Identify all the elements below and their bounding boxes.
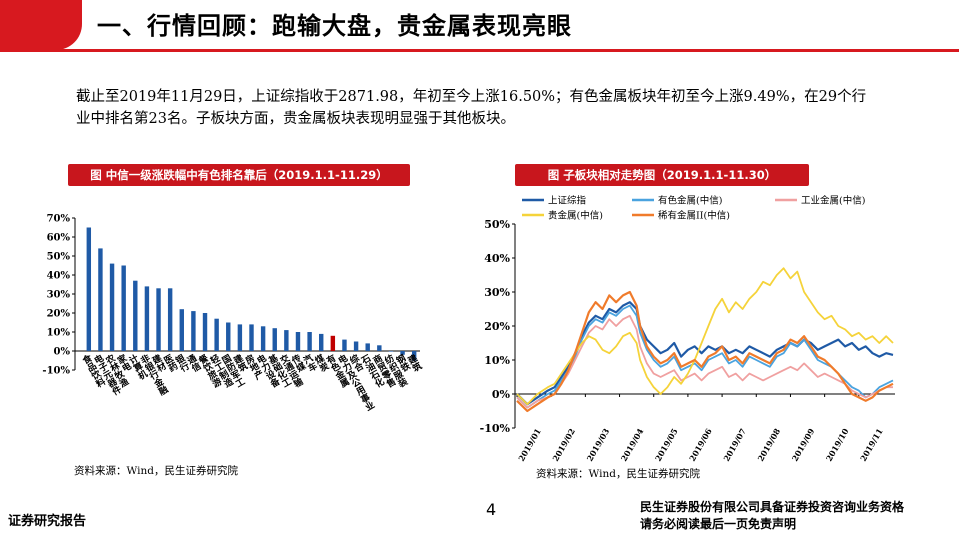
line-x-tick-label: 2019/05 [653, 427, 680, 463]
header-accent-bar [0, 0, 82, 50]
line-x-tick-label: 2019/08 [755, 426, 782, 463]
bar-y-tick-label: 40% [47, 271, 71, 282]
line-x-tick-label: 2019/10 [824, 426, 851, 463]
line-y-tick-label: -10% [480, 422, 511, 435]
bar-餐饮旅游 [202, 313, 208, 351]
bar-汽车 [307, 332, 312, 351]
line-x-tick-label: 2019/11 [858, 427, 885, 463]
bar-交通运输 [284, 330, 289, 351]
series-line-贵金属(中信) [516, 267, 894, 406]
bar-电力及公用事业 [342, 339, 347, 351]
bar-国防军工 [226, 322, 231, 351]
line-y-tick-label: 20% [484, 320, 510, 333]
bar-y-tick-label: 50% [47, 252, 71, 263]
bar-煤炭 [319, 333, 324, 351]
subsector-line-chart: 上证综指 有色金属(中信) 工业金属(中信) 贵金属(中信) 稀有金属II(中信) -10… [480, 195, 895, 463]
page-number: 4 [486, 500, 497, 519]
legend-label: 上证综指 [548, 195, 587, 207]
legend-label: 贵金属(中信) [548, 210, 603, 222]
bar-房地产 [249, 324, 254, 351]
line-x-tick-label: 2019/01 [516, 427, 543, 463]
bar-y-tick-label: 60% [47, 233, 71, 244]
bar-建筑 [237, 324, 243, 351]
bar-category-label: 商贸零售 [370, 351, 399, 390]
bar-电子元器件 [98, 248, 103, 351]
page-title: 一、行情回顾：跑输大盘，贵金属表现亮眼 [97, 12, 572, 40]
legend-label: 工业金属(中信) [801, 195, 865, 207]
bar-y-tick-label: 70% [47, 214, 71, 225]
bar-纺织服装 [388, 351, 394, 352]
qualification-text: 民生证券股份有限公司具备证券投资咨询业务资格 [640, 500, 905, 514]
bar-钢铁 [400, 351, 405, 355]
bar-y-tick-label: 0% [54, 347, 71, 358]
line-y-tick-label: 50% [484, 218, 510, 231]
line-x-tick-label: 2019/02 [550, 427, 577, 463]
series-line-稀有金属II(中信) [516, 290, 894, 413]
line-x-tick-label: 2019/03 [584, 426, 611, 463]
line-x-tick-label: 2019/04 [619, 426, 646, 463]
industry-bar-chart: -10%0%10%20%30%40%50%60%70%食品饮料电子元器件农林牧渔… [42, 214, 424, 414]
bar-有色金属 [330, 335, 336, 351]
bar-基础化工 [272, 328, 277, 351]
bar-综合 [353, 341, 359, 351]
bar-计算机 [133, 280, 138, 351]
report-type-label: 证券研究报告 [8, 514, 87, 529]
legend-label: 有色金属(中信) [658, 195, 722, 207]
bar-y-tick-label: 20% [47, 309, 71, 320]
bar-家电 [121, 265, 126, 351]
bar-轻工制造 [214, 318, 219, 351]
bar-电力设备 [260, 326, 266, 351]
bar-建材 [156, 288, 161, 351]
line-y-tick-label: 10% [484, 354, 510, 367]
disclaimer-notice: 请务必阅读最后一页免责声明 [640, 517, 797, 531]
bar-y-tick-label: 30% [47, 290, 71, 301]
bar-y-tick-label: 10% [47, 328, 71, 339]
bar-建筑 [411, 351, 417, 361]
legend-label: 稀有金属II(中信) [658, 210, 730, 222]
left-chart-caption: 图 中信一级涨跌幅中有色排名靠后（2019.1.1-11.29） [68, 164, 410, 186]
right-chart-caption: 图 子板块相对走势图（2019.1.1-11.30） [515, 164, 809, 186]
bar-传媒 [295, 332, 301, 351]
line-x-tick-label: 2019/09 [790, 426, 817, 463]
bar-农林牧渔 [109, 263, 115, 351]
series-line-工业金属(中信) [516, 314, 893, 409]
line-y-tick-label: 0% [492, 388, 511, 401]
bar-银行 [179, 309, 184, 351]
disclaimer-block: 民生证券股份有限公司具备证券投资咨询业务资格 请务必阅读最后一页免责声明 [640, 499, 952, 533]
series-line-上证综指 [516, 301, 894, 406]
bar-石油石化 [365, 343, 370, 351]
bar-医药 [167, 288, 173, 351]
bar-通信 [191, 311, 196, 351]
right-chart-source: 资料来源：Wind，民生证券研究院 [536, 468, 700, 480]
left-chart-source: 资料来源：Wind，民生证券研究院 [74, 465, 238, 477]
bar-非银行金融 [144, 286, 150, 351]
line-y-tick-label: 40% [484, 252, 510, 265]
bar-商贸零售 [377, 345, 382, 351]
line-x-tick-label: 2019/06 [687, 426, 714, 463]
header-divider [0, 49, 959, 52]
bar-食品饮料 [86, 227, 92, 351]
line-y-tick-label: 30% [484, 286, 510, 299]
bar-y-tick-label: -10% [42, 366, 70, 377]
intro-paragraph: 截止至2019年11月29日，上证综指收于2871.98，年初至今上涨16.50… [76, 89, 867, 127]
line-x-tick-label: 2019/07 [721, 427, 748, 463]
